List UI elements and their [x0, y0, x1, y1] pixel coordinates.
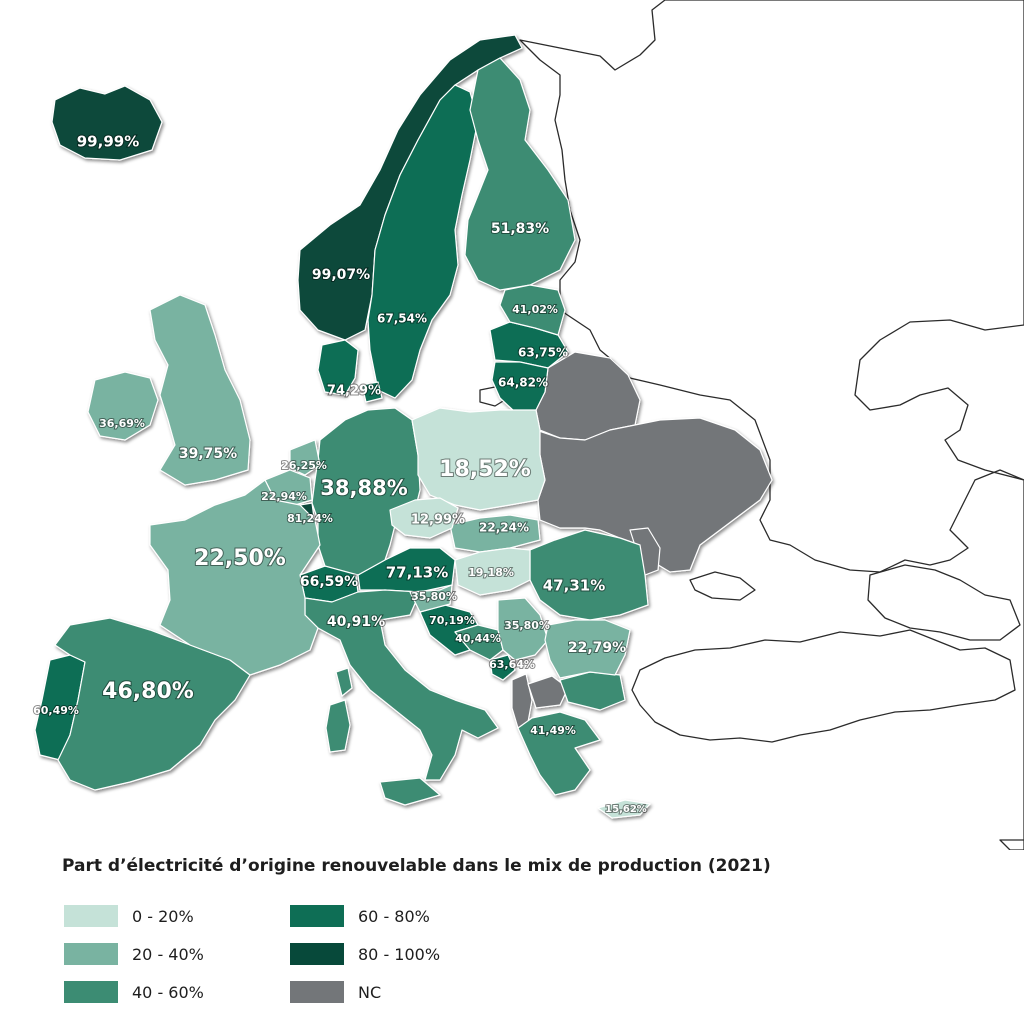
country-corsica[interactable]	[335, 667, 353, 697]
country-poland[interactable]	[411, 407, 546, 511]
label-sweden: 67,54%	[377, 312, 427, 326]
label-hungary: 19,18%	[468, 566, 514, 579]
legend-label: NC	[358, 982, 382, 1002]
legend-item-0-20: 0 - 20%	[64, 904, 194, 928]
label-montenegro: 63,64%	[489, 658, 535, 671]
outline-land-group	[479, 0, 1024, 850]
country-czechia[interactable]	[389, 497, 459, 539]
legend-swatch-80-100	[290, 943, 344, 965]
legend-item-nc: NC	[290, 980, 381, 1004]
legend: 0 - 20% 20 - 40% 40 - 60% 60 - 80% 80 - …	[64, 904, 484, 1004]
country-bulgaria-area[interactable]	[559, 671, 626, 711]
caucasus-outline	[867, 564, 1021, 641]
country-iceland[interactable]	[51, 85, 163, 161]
country-ireland[interactable]	[87, 371, 159, 441]
legend-item-40-60: 40 - 60%	[64, 980, 204, 1004]
legend-swatch-nc	[290, 981, 344, 1003]
label-bulgaria: 22,79%	[568, 640, 626, 656]
legend-label: 40 - 60%	[132, 982, 204, 1002]
legend-swatch-20-40	[64, 943, 118, 965]
country-austria[interactable]	[357, 547, 456, 593]
label-greece: 41,49%	[530, 724, 576, 737]
label-slovakia: 22,24%	[479, 521, 529, 535]
country-sicily[interactable]	[379, 777, 441, 806]
country-north-macedonia[interactable]	[527, 675, 569, 709]
label-estonia: 41,02%	[512, 303, 558, 316]
legend-swatch-0-20	[64, 905, 118, 927]
label-netherlands: 26,25%	[281, 459, 327, 472]
country-bulgaria[interactable]	[544, 619, 631, 679]
label-iceland: 99,99%	[77, 133, 139, 151]
label-germany: 38,88%	[320, 476, 407, 500]
label-norway: 99,07%	[312, 267, 370, 283]
country-cyprus[interactable]	[597, 799, 651, 819]
label-poland: 18,52%	[439, 457, 531, 482]
country-netherlands[interactable]	[289, 439, 321, 476]
country-serbia[interactable]	[497, 597, 549, 661]
legend-label: 80 - 100%	[358, 944, 441, 964]
country-germany[interactable]	[311, 407, 421, 576]
label-belgium: 22,94%	[261, 490, 307, 503]
country-france[interactable]	[149, 479, 321, 676]
legend-swatch-60-80	[290, 905, 344, 927]
countries-group	[34, 34, 773, 819]
label-latvia: 63,75%	[518, 346, 568, 360]
label-portugal: 60,49%	[33, 704, 79, 717]
legend-item-20-40: 20 - 40%	[64, 942, 204, 966]
label-italy: 40,91%	[327, 614, 385, 630]
country-sardinia[interactable]	[325, 699, 351, 753]
label-ireland: 36,69%	[99, 417, 145, 430]
label-uk: 39,75%	[179, 446, 237, 462]
legend-label: 0 - 20%	[132, 906, 194, 926]
legend-label: 60 - 80%	[358, 906, 430, 926]
label-romania: 47,31%	[543, 577, 605, 595]
country-finland[interactable]	[464, 57, 576, 291]
europe-map: 99,99% 99,07% 67,54% 51,83% 41,02% 63,75…	[32, 0, 1024, 850]
country-denmark[interactable]	[317, 339, 383, 403]
label-luxembourg: 81,24%	[287, 512, 333, 525]
label-france: 22,50%	[194, 546, 286, 571]
turkey-outline	[631, 629, 1016, 743]
country-greece[interactable]	[517, 711, 601, 796]
country-sweden[interactable]	[367, 84, 479, 399]
country-ukraine[interactable]	[535, 417, 773, 573]
label-lithuania: 64,82%	[498, 376, 548, 390]
legend-item-80-100: 80 - 100%	[290, 942, 440, 966]
label-bosnia: 40,44%	[455, 632, 501, 645]
country-slovakia[interactable]	[449, 514, 541, 553]
label-serbia: 35,80%	[504, 619, 550, 632]
label-slovenia: 35,80%	[411, 590, 457, 603]
label-austria: 77,13%	[386, 564, 448, 582]
value-labels: 99,99% 99,07% 67,54% 51,83% 41,02% 63,75…	[32, 132, 648, 817]
country-estonia[interactable]	[499, 284, 566, 336]
country-slovenia[interactable]	[409, 584, 453, 613]
crimea-outline	[689, 571, 756, 601]
legend-title: Part d’électricité d’origine renouvelabl…	[62, 856, 771, 876]
label-switzerland: 66,59%	[300, 574, 358, 590]
legend-item-60-80: 60 - 80%	[290, 904, 430, 928]
label-croatia: 70,19%	[429, 614, 475, 627]
label-czechia: 12,99%	[411, 513, 465, 528]
country-romania[interactable]	[529, 529, 649, 621]
country-hungary[interactable]	[454, 547, 531, 596]
country-montenegro[interactable]	[489, 654, 516, 681]
label-finland: 51,83%	[491, 221, 549, 237]
label-denmark: 74,29%	[327, 384, 381, 399]
legend-swatch-40-60	[64, 981, 118, 1003]
label-cyprus: 15,62%	[605, 804, 647, 815]
label-spain: 46,80%	[102, 679, 194, 704]
legend-label: 20 - 40%	[132, 944, 204, 964]
country-united-kingdom[interactable]	[149, 294, 251, 486]
